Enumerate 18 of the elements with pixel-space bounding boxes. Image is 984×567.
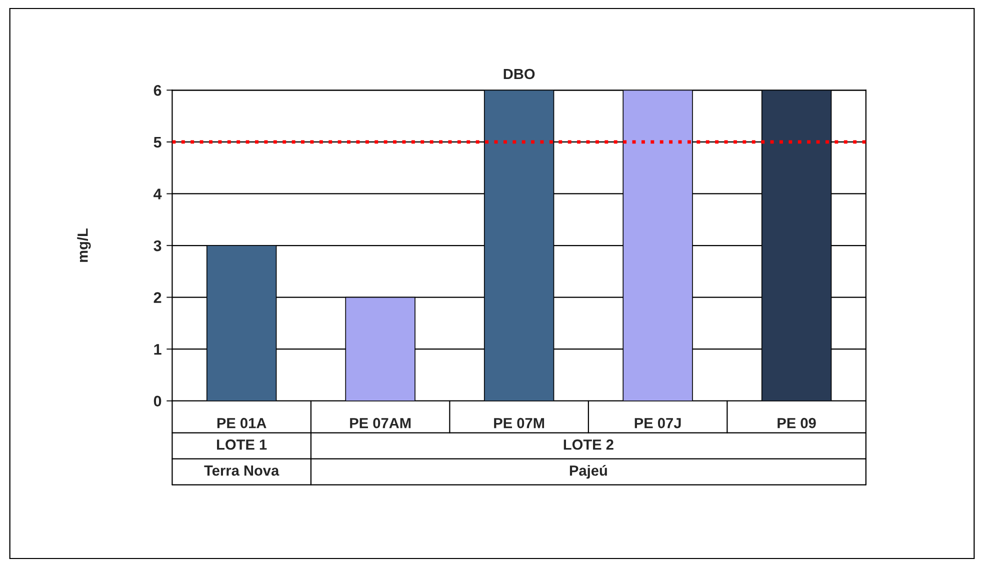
x-tick-label: PE 09 xyxy=(778,418,816,428)
y-tick-label: 4 xyxy=(154,188,162,200)
chart-title: DBO xyxy=(504,68,535,80)
text: LOTE 1 xyxy=(217,439,267,450)
text: Pajeú xyxy=(570,464,607,479)
x-tick-label: PE 07M xyxy=(494,418,544,428)
text: LOTE 2 xyxy=(564,439,614,450)
y-tick-label: 3 xyxy=(154,240,162,252)
y-tick-label: 1 xyxy=(154,344,162,355)
x-tick-label: PE 01A xyxy=(217,418,266,428)
y-axis-title: mg/L xyxy=(77,228,91,262)
x-tick-label: PE 07J xyxy=(634,418,681,428)
y-tick-label: 2 xyxy=(154,292,162,303)
text: Terra Nova xyxy=(204,466,280,476)
y-tick-label: 0 xyxy=(154,396,162,407)
y-tick-label: 6 xyxy=(154,85,162,96)
x-tick-label: PE 07AM xyxy=(350,418,411,428)
y-tick-label: 5 xyxy=(154,136,162,148)
